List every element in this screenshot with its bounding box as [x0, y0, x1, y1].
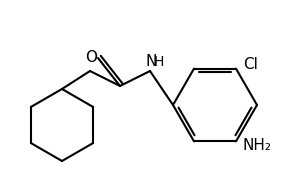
Text: O: O [85, 50, 97, 65]
Text: H: H [154, 55, 164, 69]
Text: Cl: Cl [243, 57, 258, 72]
Text: NH₂: NH₂ [243, 138, 272, 153]
Text: N: N [145, 55, 157, 70]
